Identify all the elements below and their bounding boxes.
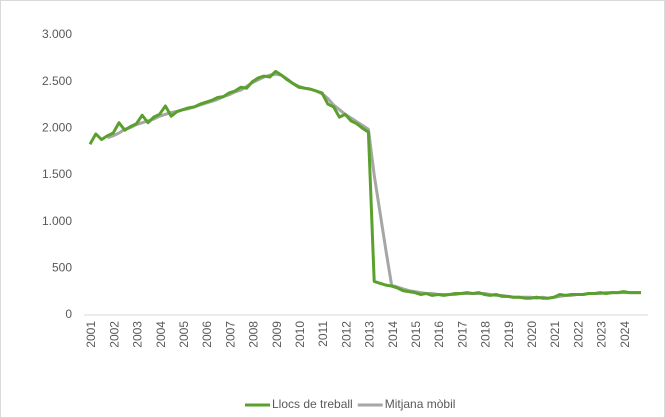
x-tick-label: 2023 [595, 321, 609, 348]
x-tick-label: 2024 [618, 321, 632, 348]
line-series [88, 69, 641, 300]
x-tick-label: 2012 [339, 321, 353, 348]
x-tick-label: 2014 [386, 321, 400, 348]
x-tick-label: 2008 [247, 321, 261, 348]
x-tick-label: 2017 [455, 321, 469, 348]
x-tick-label: 2010 [293, 321, 307, 348]
x-tick-label: 2007 [223, 321, 237, 348]
y-tick-label: 2.500 [42, 74, 72, 88]
x-tick-label: 2009 [270, 321, 284, 348]
x-tick-label: 2015 [409, 321, 423, 348]
y-tick-label: 500 [52, 261, 72, 275]
x-tick-label: 2018 [479, 321, 493, 348]
x-tick-label: 2001 [84, 321, 98, 348]
legend-label: Mitjana mòbil [385, 397, 456, 411]
y-tick-label: 2.000 [42, 121, 72, 135]
y-tick-label: 1.500 [42, 167, 72, 181]
x-tick-label: 2011 [316, 321, 330, 347]
x-tick-label: 2006 [200, 321, 214, 348]
x-tick-label: 2022 [571, 321, 585, 348]
x-tick-label: 2002 [107, 321, 121, 348]
x-tick-label: 2003 [131, 321, 145, 348]
y-tick-label: 0 [65, 307, 72, 321]
x-tick-label: 2013 [363, 321, 377, 348]
y-tick-label: 1.000 [42, 214, 72, 228]
legend-label: Llocs de treball [272, 397, 353, 411]
x-tick-label: 2005 [177, 321, 191, 348]
x-tick-label: 2016 [432, 321, 446, 348]
x-tick-label: 2020 [525, 321, 539, 348]
x-tick-label: 2021 [548, 321, 562, 348]
y-tick-label: 3.000 [42, 27, 72, 41]
x-tick-label: 2019 [502, 321, 516, 348]
x-tick-label: 2004 [154, 321, 168, 348]
